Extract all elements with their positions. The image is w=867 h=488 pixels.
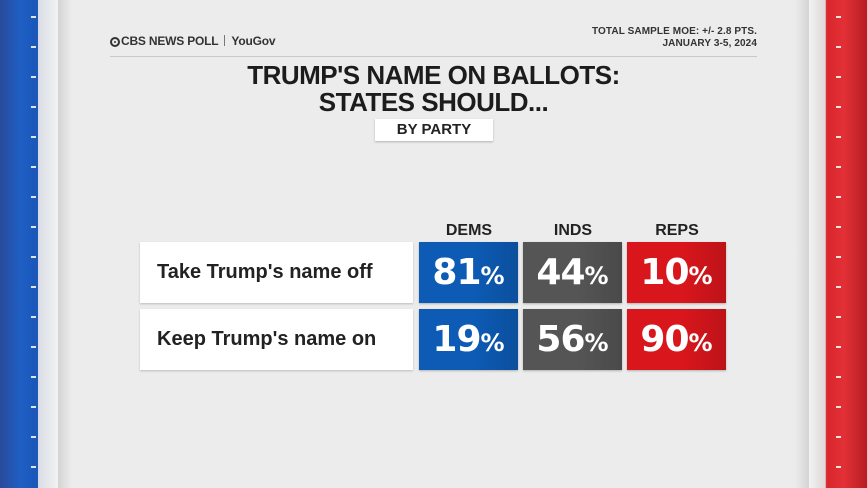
stripe-dash <box>836 46 841 48</box>
stripe-dash <box>836 376 841 378</box>
column-header-inds: INDS <box>553 222 593 239</box>
logo-separator <box>224 35 226 46</box>
stripe-dash <box>836 256 841 258</box>
title-line-1: TRUMP'S NAME ON BALLOTS: <box>247 60 620 90</box>
stripe-dash <box>836 466 841 468</box>
subtitle-badge: BY PARTY <box>375 119 493 141</box>
row-label: Take Trump's name off <box>140 242 413 303</box>
value-number: 81 <box>432 252 481 293</box>
value-cell-inds: 56% <box>523 309 622 370</box>
stripe-dash <box>836 106 841 108</box>
stripe-dash <box>836 226 841 228</box>
brand-cbs: CBS NEWS POLL <box>121 34 219 48</box>
stripe-dash <box>836 16 841 18</box>
value-number: 19 <box>432 319 481 360</box>
value-cell-reps: 10% <box>627 242 726 303</box>
stripe-dash <box>836 346 841 348</box>
percent-sign: % <box>480 329 505 357</box>
stripe-dash <box>31 76 36 78</box>
stripe-dash <box>836 406 841 408</box>
stripe-dash <box>31 16 36 18</box>
value-number: 90 <box>640 319 689 360</box>
stripe-dash <box>31 376 36 378</box>
stripe-dash <box>31 406 36 408</box>
stripe-dash <box>31 226 36 228</box>
percent-sign: % <box>584 329 609 357</box>
stripe-dash <box>31 166 36 168</box>
percent-sign: % <box>584 262 609 290</box>
stripe-dash <box>31 256 36 258</box>
row-label: Keep Trump's name on <box>140 309 413 370</box>
header-bar: CBS NEWS POLL YouGov TOTAL SAMPLE MOE: +/… <box>110 26 757 57</box>
moe-text: TOTAL SAMPLE MOE: +/- 2.8 PTS. <box>592 26 757 37</box>
stripe-dash <box>31 196 36 198</box>
stripe-dash <box>31 466 36 468</box>
stripe-dash <box>836 196 841 198</box>
stripe-dash <box>836 166 841 168</box>
stripe-dash <box>836 76 841 78</box>
title-line-2: STATES SHOULD... <box>318 87 549 117</box>
percent-sign: % <box>688 329 713 357</box>
poll-info: TOTAL SAMPLE MOE: +/- 2.8 PTS. JANUARY 3… <box>592 26 757 50</box>
stripe-dash <box>31 46 36 48</box>
poll-logo: CBS NEWS POLL YouGov <box>110 34 276 48</box>
stripe-dash <box>836 436 841 438</box>
column-header-reps: REPS <box>655 222 699 239</box>
left-blue-stripe <box>0 0 58 488</box>
right-panel-shadow <box>795 0 809 488</box>
percent-sign: % <box>480 262 505 290</box>
stripe-dash <box>836 316 841 318</box>
stripe-dash <box>836 286 841 288</box>
cbs-eye-icon <box>110 37 120 47</box>
value-cell-reps: 90% <box>627 309 726 370</box>
percent-sign: % <box>688 262 713 290</box>
stripe-dash <box>836 136 841 138</box>
stripe-dash <box>31 286 36 288</box>
value-number: 10 <box>640 252 689 293</box>
value-cell-dems: 81% <box>419 242 518 303</box>
stripe-dash <box>31 436 36 438</box>
brand-yougov: YouGov <box>231 34 276 48</box>
left-panel-shadow <box>58 0 72 488</box>
value-cell-dems: 19% <box>419 309 518 370</box>
poll-date: JANUARY 3-5, 2024 <box>662 38 757 49</box>
stripe-dash <box>31 136 36 138</box>
stripe-dash <box>31 346 36 348</box>
column-header-dems: DEMS <box>445 222 493 239</box>
value-number: 56 <box>536 319 585 360</box>
chart-title: TRUMP'S NAME ON BALLOTS: STATES SHOULD..… <box>0 62 867 116</box>
value-cell-inds: 44% <box>523 242 622 303</box>
value-number: 44 <box>536 252 585 293</box>
stripe-dash <box>31 316 36 318</box>
stripe-dash <box>31 106 36 108</box>
